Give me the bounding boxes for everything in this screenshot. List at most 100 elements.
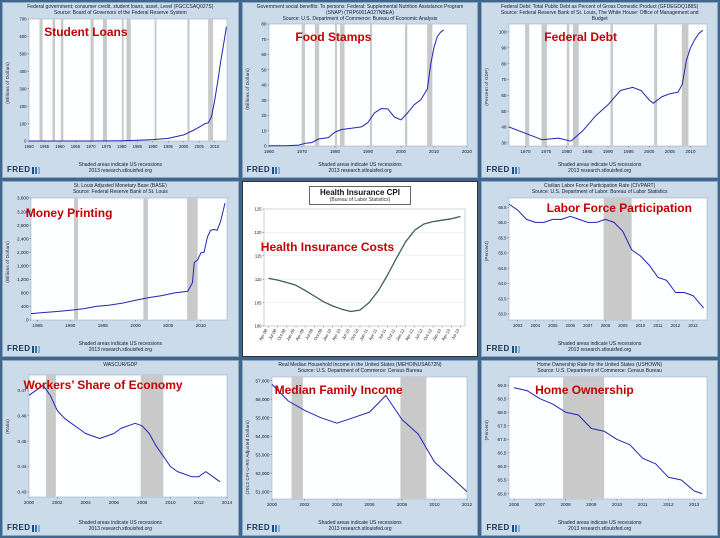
svg-text:1995: 1995 [623, 149, 634, 154]
svg-text:66.0: 66.0 [497, 464, 506, 469]
svg-text:400: 400 [20, 68, 28, 73]
y-axis-label: (Percent) [484, 420, 490, 441]
chart-source-header: Civilian Labor Force Participation Rate … [484, 183, 715, 196]
svg-text:2006: 2006 [364, 502, 375, 507]
svg-text:2012: 2012 [194, 500, 205, 505]
svg-text:67.0: 67.0 [497, 437, 506, 442]
svg-text:1960: 1960 [56, 144, 66, 149]
y-axis-label: (Billions of Dollars) [5, 62, 10, 104]
chart-panel-labor-force-participation: Civilian Labor Force Participation Rate … [481, 181, 718, 357]
fred-logo: FRED [486, 344, 520, 353]
chart-title-overlay: Student Loans [44, 24, 128, 39]
svg-text:1990: 1990 [65, 323, 76, 328]
svg-text:30: 30 [501, 141, 507, 146]
svg-text:68.0: 68.0 [497, 409, 506, 414]
svg-text:2010: 2010 [166, 500, 177, 505]
svg-text:80: 80 [501, 62, 507, 67]
svg-text:Oct-12: Oct-12 [422, 327, 433, 341]
svg-text:65.0: 65.0 [498, 250, 507, 255]
svg-text:Jan-13: Jan-13 [431, 327, 442, 341]
chart-subtitle: (Bureau of Labor Statistics) [329, 197, 391, 203]
svg-text:10: 10 [261, 129, 267, 134]
chart-plot: 0 10 20 30 40 50 60 70 80 1960 1970 1980 1990 2000 201… [261, 22, 472, 154]
svg-text:2008: 2008 [560, 502, 571, 507]
svg-text:2009: 2009 [618, 323, 628, 328]
fred-logo-icon [32, 525, 41, 532]
svg-text:1985: 1985 [582, 149, 593, 154]
svg-text:1970: 1970 [87, 144, 97, 149]
svg-text:2000: 2000 [644, 149, 655, 154]
chart-plot: 63.0 63.5 64.0 64.5 65.0 65.5 66.0 66.5 2003 2004… [498, 197, 707, 328]
svg-text:2005: 2005 [163, 323, 174, 328]
svg-text:2010: 2010 [196, 323, 207, 328]
chart-panel-home-ownership: Home Ownership Rate for the United State… [481, 360, 718, 536]
svg-text:0.43: 0.43 [18, 490, 27, 495]
svg-text:2002: 2002 [52, 500, 63, 505]
chart-source-line: Source: Federal Reserve Bank of St. Loui… [500, 9, 699, 22]
fred-logo: FRED [247, 523, 281, 532]
svg-text:66.5: 66.5 [497, 450, 506, 455]
svg-text:56,000: 56,000 [255, 396, 269, 401]
fred-logo: FRED [247, 165, 281, 174]
svg-text:2000: 2000 [396, 149, 407, 154]
chart-source-header: Government social benefits: To persons: … [245, 4, 476, 22]
chart-footer-note: Shaded areas indicate US recessions 2013… [78, 340, 163, 353]
svg-text:2010: 2010 [685, 149, 696, 154]
svg-text:0.46: 0.46 [18, 413, 27, 418]
svg-text:2014: 2014 [222, 500, 232, 505]
svg-text:0.44: 0.44 [18, 464, 27, 469]
svg-text:54,000: 54,000 [255, 433, 269, 438]
svg-text:2010: 2010 [612, 502, 623, 507]
svg-text:65.5: 65.5 [498, 235, 507, 240]
chart-source-header: Federal government; consumer credit, stu… [5, 4, 236, 17]
svg-text:Apr-13: Apr-13 [441, 327, 452, 341]
svg-text:0: 0 [26, 317, 29, 322]
svg-text:120: 120 [254, 230, 262, 235]
svg-text:0.47: 0.47 [18, 388, 27, 393]
chart-title-overlay: Workers’ Share of Economy [23, 378, 183, 393]
chart-series-title: Federal government; consumer credit, stu… [27, 4, 214, 10]
svg-text:51,000: 51,000 [255, 489, 269, 494]
chart-title-overlay: Food Stamps [295, 30, 372, 45]
svg-text:63.0: 63.0 [498, 311, 507, 316]
svg-text:1970: 1970 [297, 149, 308, 154]
svg-text:2005: 2005 [548, 323, 558, 328]
svg-text:2020: 2020 [462, 149, 472, 154]
chart-title-overlay: Median Family Income [274, 382, 403, 397]
svg-text:1,200: 1,200 [17, 277, 29, 282]
svg-text:53,000: 53,000 [255, 452, 269, 457]
svg-text:65.5: 65.5 [497, 477, 506, 482]
chart-panel-median-family-income: Real Median Household Income in the Unit… [241, 360, 479, 536]
chart-series-title: St. Louis Adjusted Monetary Base (BASE) [73, 183, 167, 189]
svg-text:Jan-11: Jan-11 [358, 327, 369, 341]
chart-plot: 0.43 0.44 0.45 0.46 0.47 2000 2002 2004 2006 2008… [18, 374, 232, 505]
svg-text:2008: 2008 [137, 500, 148, 505]
chart-source-line: Source: U.S. Department of Labor: Bureau… [531, 188, 668, 195]
svg-text:Oct-09: Oct-09 [313, 327, 324, 341]
svg-text:2009: 2009 [586, 502, 597, 507]
svg-text:40: 40 [261, 83, 267, 88]
chart-source-header: Home Ownership Rate for the United State… [484, 362, 715, 375]
svg-text:30: 30 [261, 98, 267, 103]
fred-logo-icon [272, 525, 281, 532]
chart-footer-note: Shaded areas indicate US recessions 2013… [557, 161, 642, 174]
chart-series-title: Federal Debt: Total Public Debt as Perce… [501, 4, 699, 10]
svg-text:68.5: 68.5 [497, 396, 506, 401]
svg-text:2003: 2003 [513, 323, 523, 328]
svg-text:55,000: 55,000 [255, 415, 269, 420]
svg-text:Jan-09: Jan-09 [285, 327, 296, 341]
svg-text:2,000: 2,000 [17, 249, 29, 254]
fred-logo-icon [32, 167, 41, 174]
svg-text:2012: 2012 [670, 323, 680, 328]
fred-logo: FRED [7, 165, 41, 174]
fred-logo: FRED [7, 523, 41, 532]
chart-title-overlay: Home Ownership [535, 382, 634, 397]
svg-text:Jan-12: Jan-12 [395, 327, 406, 341]
svg-text:Apr-08: Apr-08 [258, 327, 269, 341]
svg-text:100: 100 [20, 121, 28, 126]
svg-text:64.0: 64.0 [498, 281, 507, 286]
svg-text:Apr-11: Apr-11 [368, 327, 379, 341]
svg-text:0.45: 0.45 [18, 439, 27, 444]
